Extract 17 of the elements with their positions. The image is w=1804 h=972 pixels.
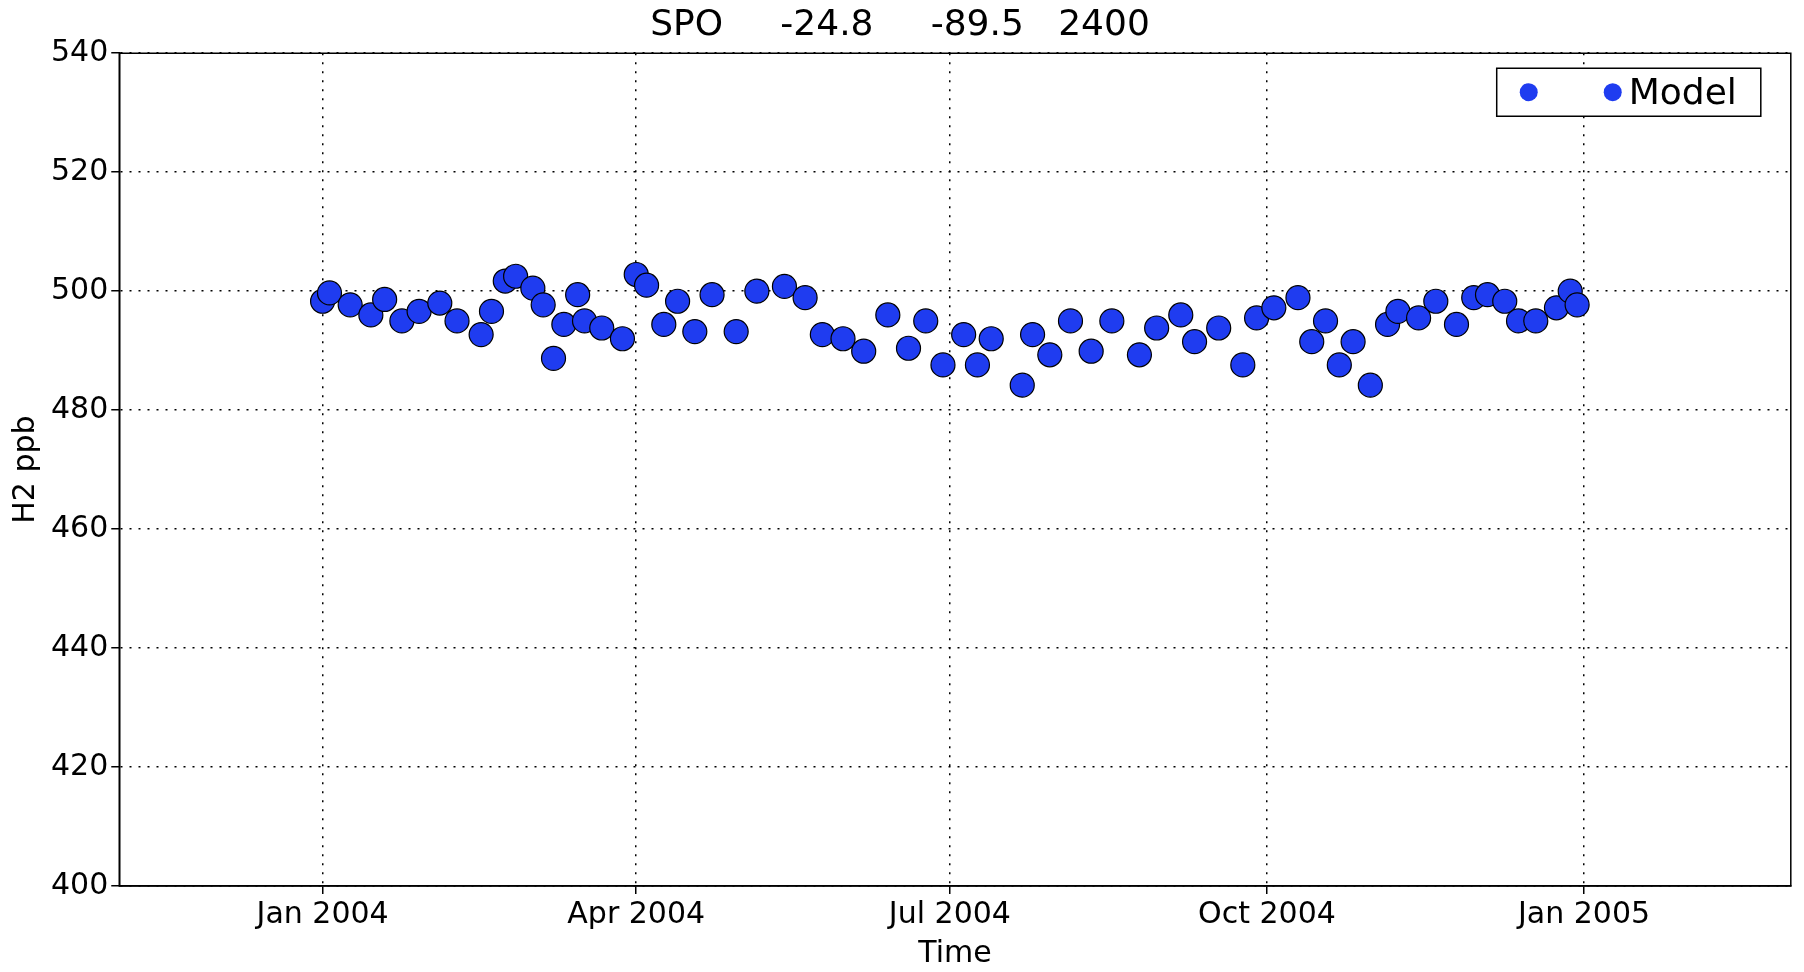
chart-title: SPO -24.8 -89.5 2400 [650,1,1150,43]
x-tick-label: Jan 2005 [1515,894,1651,930]
x-axis-title: Time [917,933,992,969]
y-tick-label: 540 [51,33,109,68]
x-tick-label: Jul 2004 [886,894,1011,930]
y-tick-label: 460 [51,508,109,544]
y-axis-title: H2 ppb [5,415,41,524]
y-tick-label: 400 [51,865,109,901]
y-tick-label: 520 [51,151,109,187]
y-tick-label: 440 [51,627,109,663]
legend-label: Model [1628,70,1737,112]
x-tick-label: Jan 2004 [254,894,389,930]
y-tick-label: 500 [51,270,109,306]
x-tick-label: Oct 2004 [1198,894,1336,930]
x-tick-label: Apr 2004 [567,894,706,930]
y-tick-label: 480 [51,389,109,425]
y-tick-label: 420 [51,746,109,782]
